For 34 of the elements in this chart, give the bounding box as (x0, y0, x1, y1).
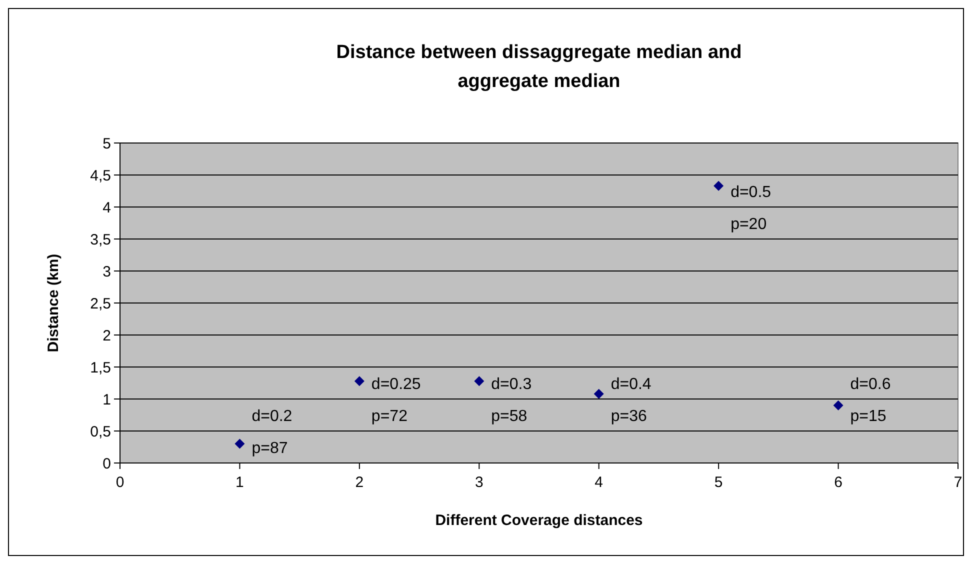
x-tick-label: 0 (116, 474, 124, 491)
y-tick-label: 0,5 (90, 423, 111, 440)
annotation: d=0.6 p=15 (850, 376, 891, 425)
x-tick-label: 2 (355, 474, 364, 491)
x-axis-title: Different Coverage distances (435, 512, 643, 529)
annotation: d=0.4 p=36 (610, 376, 652, 425)
y-axis-title: Distance (km) (45, 254, 62, 352)
annotation: d=0.2 p=87 (252, 408, 292, 457)
x-tick-label: 7 (954, 474, 962, 491)
y-tick-label: 5 (102, 135, 111, 152)
y-tick-label: 4 (102, 199, 111, 216)
point (594, 388, 604, 399)
x-tick-label: 1 (236, 474, 244, 491)
point (714, 180, 724, 191)
y-tick-label: 3 (102, 263, 111, 280)
point (234, 438, 245, 449)
y-tick-label: 1,5 (90, 359, 111, 376)
annotation: d=0.25 p=72 (371, 376, 421, 425)
y-tick-label: 4,5 (90, 167, 111, 184)
y-tick-label: 2 (102, 327, 111, 344)
x-tick-label: 6 (834, 474, 842, 491)
chart-title: Distance between dissaggregate median and aggregate median (336, 42, 742, 92)
annotation: d=0.3 p=58 (491, 376, 532, 425)
y-tick-label: 0 (102, 455, 111, 472)
point (833, 400, 844, 410)
y-tick-label: 1 (102, 391, 111, 408)
x-tick-label: 3 (474, 474, 484, 491)
x-tick-label: 4 (594, 474, 604, 491)
y-tick-label: 2,5 (90, 295, 111, 312)
annotation: d=0.5 p=20 (730, 184, 772, 233)
point (474, 376, 484, 386)
point (354, 376, 364, 386)
y-tick-label: 3,5 (90, 231, 111, 248)
x-tick-label: 5 (714, 474, 723, 491)
